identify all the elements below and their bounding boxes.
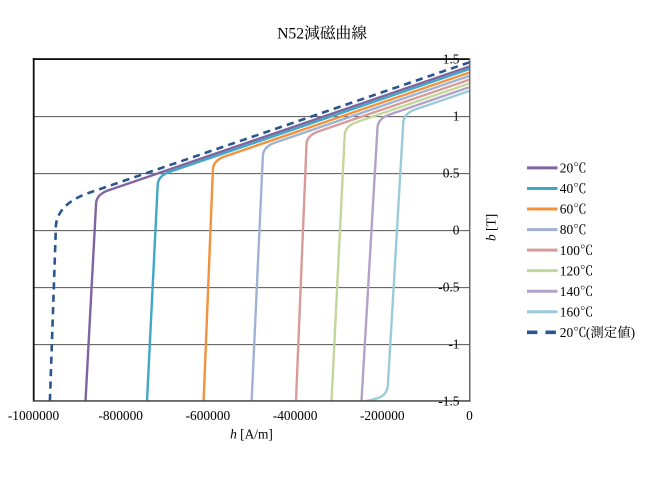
svg-text:0: 0 (466, 408, 473, 423)
svg-text:-1000000: -1000000 (8, 408, 60, 423)
svg-text:-0.5: -0.5 (438, 279, 460, 294)
svg-text:0.5: 0.5 (443, 165, 460, 180)
svg-text:-400000: -400000 (273, 408, 318, 423)
svg-text:60: 60 (560, 202, 574, 217)
svg-text:160: 160 (560, 304, 580, 319)
svg-text:-800000: -800000 (98, 408, 143, 423)
svg-text:(: ( (586, 325, 591, 340)
svg-text:h [A/m]: h [A/m] (230, 427, 273, 442)
svg-text:-600000: -600000 (186, 408, 231, 423)
svg-text:-200000: -200000 (360, 408, 405, 423)
svg-text:20: 20 (560, 325, 574, 340)
svg-text:-1: -1 (448, 336, 459, 351)
svg-text:100: 100 (560, 243, 580, 258)
svg-text:b [T]: b [T] (484, 214, 499, 241)
svg-text:40: 40 (560, 181, 574, 196)
svg-text:-1.5: -1.5 (438, 393, 460, 408)
svg-text:): ) (631, 325, 635, 340)
svg-text:N52: N52 (277, 25, 304, 42)
svg-text:80: 80 (560, 222, 574, 237)
svg-text:1.5: 1.5 (443, 51, 460, 66)
svg-text:1: 1 (453, 108, 460, 123)
svg-text:0: 0 (453, 222, 460, 237)
svg-text:120: 120 (560, 263, 580, 278)
svg-text:20: 20 (560, 161, 574, 176)
svg-text:140: 140 (560, 284, 580, 299)
